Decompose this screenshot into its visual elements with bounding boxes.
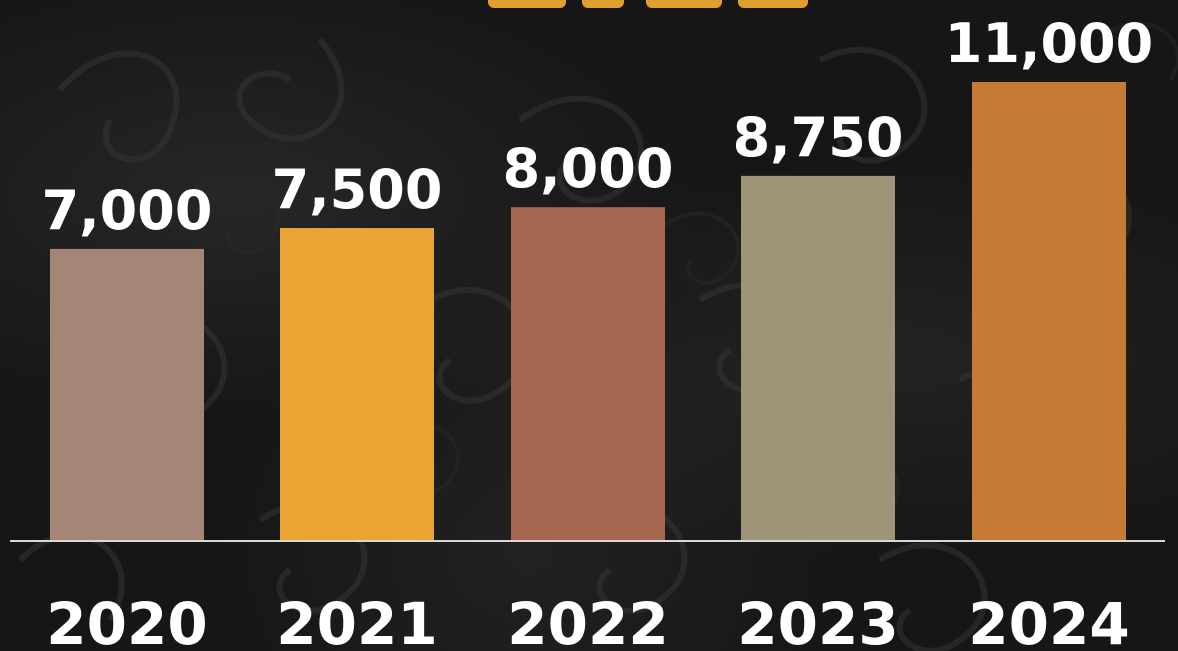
value-label-2021: 7,500 [272, 158, 443, 221]
category-label-2021: 2021 [276, 590, 437, 651]
value-label-2024: 11,000 [945, 12, 1153, 75]
value-label-2022: 8,000 [503, 137, 674, 200]
bar-2020 [50, 248, 204, 541]
title-fragment [470, 0, 820, 8]
bar-2024 [972, 82, 1126, 541]
category-label-2022: 2022 [507, 590, 668, 651]
category-label-2023: 2023 [737, 590, 898, 651]
value-label-2020: 7,000 [42, 179, 213, 242]
bar-2021 [280, 228, 434, 541]
bar-2022 [511, 207, 665, 541]
bar-2023 [741, 175, 895, 542]
value-label-2023: 8,750 [733, 106, 904, 169]
category-label-2020: 2020 [46, 590, 207, 651]
category-label-2024: 2024 [968, 590, 1129, 651]
